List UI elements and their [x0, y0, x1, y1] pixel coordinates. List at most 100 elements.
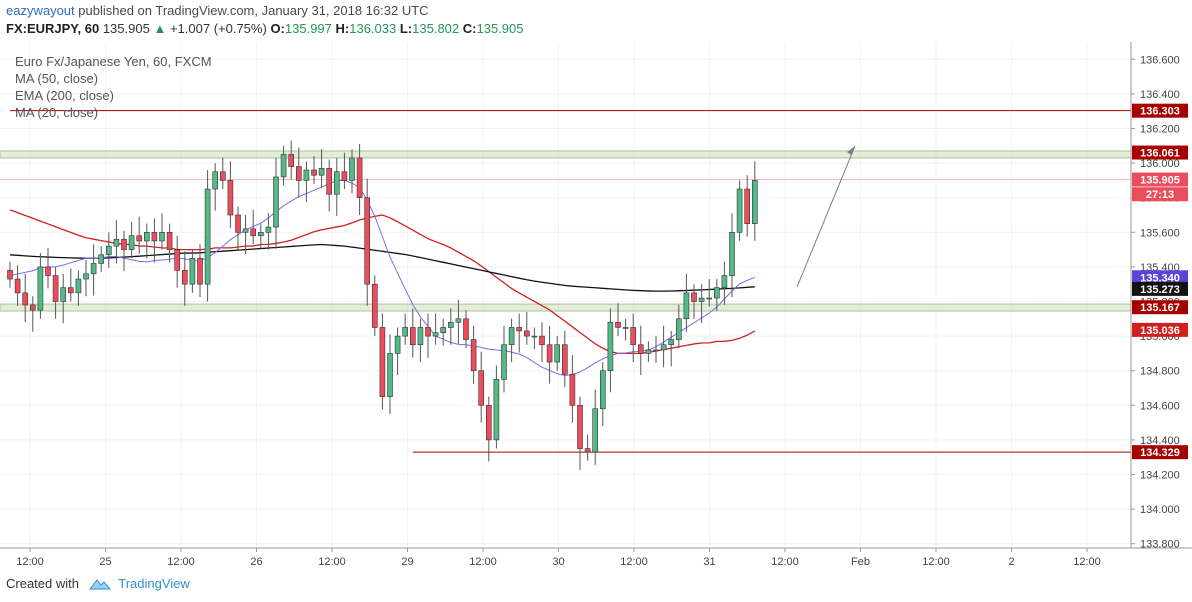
- candle-62: [478, 351, 485, 423]
- candle-body-72: [554, 344, 561, 363]
- candle-94: [721, 261, 728, 305]
- candle-79: [607, 308, 614, 393]
- publish-line: eazywayout published on TradingView.com,…: [6, 3, 429, 18]
- y-tick-label-9: 135.600: [1140, 227, 1180, 239]
- legend-ma50: MA (50, close): [15, 71, 98, 86]
- author-link[interactable]: eazywayout: [6, 3, 75, 18]
- symbol-label: FX:EURJPY, 60: [6, 21, 100, 36]
- candle-22: [174, 235, 180, 288]
- x-tick-label-1: 25: [99, 556, 111, 568]
- candle-body-57: [440, 327, 447, 333]
- candle-body-30: [235, 214, 241, 233]
- candle-body-73: [561, 344, 568, 375]
- candle-97: [744, 175, 751, 237]
- projection-arrow-line[interactable]: [796, 145, 856, 288]
- change-arrow-icon: ▲: [153, 21, 167, 36]
- candle-37: [288, 140, 295, 180]
- y-tick-label-14: 136.600: [1140, 54, 1180, 66]
- candle-body-17: [136, 235, 142, 242]
- candle-33: [257, 223, 264, 249]
- candle-54: [417, 318, 424, 363]
- candle-body-59: [455, 318, 462, 323]
- candle-body-76: [584, 448, 591, 453]
- candle-50: [387, 334, 393, 414]
- y-tick-label-5: 134.800: [1140, 366, 1180, 378]
- candle-16: [128, 221, 135, 259]
- price-chart[interactable]: Euro Fx/Japanese Yen, 60, FXCM MA (50, c…: [0, 42, 1192, 572]
- x-tick-label-5: 29: [401, 556, 413, 568]
- candle-body-6: [52, 275, 59, 302]
- y-tick-label-11: 136.000: [1140, 158, 1180, 170]
- candle-body-93: [713, 287, 720, 299]
- candle-body-2: [22, 292, 29, 306]
- candle-72: [554, 336, 561, 371]
- candle-body-15: [121, 238, 127, 250]
- price-tag-bg-2: [1132, 172, 1188, 187]
- candle-body-32: [250, 228, 256, 237]
- candle-body-50: [387, 353, 393, 397]
- change-value: +1.007 (+0.75%): [169, 21, 267, 36]
- candle-body-0: [7, 270, 13, 280]
- candle-body-90: [691, 292, 697, 302]
- open-value: 135.997: [284, 21, 332, 36]
- y-tick-label-13: 136.400: [1140, 89, 1180, 101]
- candle-67: [516, 313, 523, 353]
- candle-body-43: [333, 171, 340, 195]
- candle-body-98: [751, 180, 758, 224]
- candle-body-56: [432, 332, 439, 337]
- candle-89: [683, 273, 690, 332]
- x-tick-label-11: Feb: [851, 556, 870, 568]
- price-tag-4: 135.340: [1140, 272, 1180, 284]
- candle-30: [235, 206, 241, 250]
- candle-body-26: [204, 188, 211, 285]
- candle-body-12: [98, 254, 104, 264]
- candle-69: [531, 327, 538, 350]
- candle-body-42: [326, 167, 333, 195]
- candle-75: [577, 396, 583, 471]
- candle-90: [691, 284, 697, 319]
- candle-3: [29, 296, 36, 332]
- candle-body-37: [288, 154, 295, 167]
- footer: Created with TradingView: [6, 576, 190, 591]
- x-tick-label-14: 12:00: [1073, 556, 1101, 568]
- candle-body-80: [615, 321, 621, 328]
- candle-body-81: [622, 327, 629, 329]
- candle-73: [561, 330, 568, 388]
- candle-93: [713, 279, 720, 312]
- time-axis[interactable]: 12:00 25 12:00 26 12:00 29 12:00 30 12:00 31 12:00…: [16, 548, 1101, 568]
- candle-body-55: [425, 327, 431, 337]
- candle-10: [83, 259, 89, 297]
- x-tick-label-12: 12:00: [922, 556, 950, 568]
- candle-body-25: [197, 257, 203, 285]
- price-axis-labels: 136.303 136.061 135.905 27:13 135.340135.273…: [1132, 103, 1188, 460]
- candle-body-84: [645, 349, 652, 354]
- projection-arrow-head: [847, 146, 855, 155]
- price-tag-2: 135.905: [1140, 175, 1180, 187]
- candle-68: [523, 311, 530, 345]
- candle-34: [265, 213, 272, 250]
- candle-9: [75, 270, 82, 306]
- candle-body-14: [113, 238, 120, 247]
- candle-body-47: [364, 197, 371, 285]
- candle-83: [637, 325, 644, 376]
- candle-body-69: [531, 335, 538, 338]
- candle-body-94: [721, 275, 728, 288]
- candle-5: [45, 247, 51, 289]
- candle-39: [303, 161, 310, 203]
- candle-body-28: [220, 171, 226, 181]
- candle-body-16: [128, 235, 135, 250]
- candle-2: [22, 273, 29, 323]
- candle-31: [242, 215, 249, 254]
- tradingview-link[interactable]: TradingView: [118, 576, 190, 591]
- candle-body-27: [212, 171, 218, 190]
- quote-line: FX:EURJPY, 60 135.905 ▲ +1.007 (+0.75%) …: [6, 21, 523, 36]
- candle-57: [440, 318, 447, 346]
- candle-body-8: [68, 287, 74, 294]
- ema200-line: [9, 243, 755, 292]
- candle-43: [333, 157, 340, 216]
- candle-15: [121, 230, 127, 272]
- legend-instrument: Euro Fx/Japanese Yen, 60, FXCM: [15, 54, 212, 69]
- price-tag-5: 135.273: [1140, 284, 1180, 296]
- low-value: 135.802: [412, 21, 460, 36]
- price-tag-1: 136.061: [1140, 148, 1180, 160]
